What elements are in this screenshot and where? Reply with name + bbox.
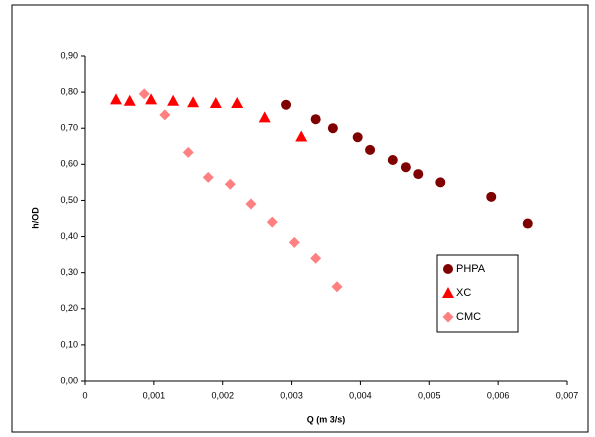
legend-marker <box>442 311 454 323</box>
marker <box>187 96 200 108</box>
marker <box>231 96 244 108</box>
x-tick-label: 0,007 <box>556 390 579 400</box>
y-tick-label: 0,50 <box>60 195 78 205</box>
y-tick-label: 0,80 <box>60 86 78 96</box>
legend-marker <box>442 287 454 298</box>
x-tick-label: 0,003 <box>280 390 303 400</box>
x-tick-label: 0,004 <box>349 390 372 400</box>
y-tick-label: 0,90 <box>60 50 78 60</box>
marker <box>352 132 363 143</box>
y-tick-label: 0,70 <box>60 123 78 133</box>
x-tick-label: 0,001 <box>143 390 166 400</box>
x-tick-label: 0,002 <box>211 390 234 400</box>
y-tick-label: 0,40 <box>60 231 78 241</box>
marker <box>288 236 300 248</box>
legend-marker <box>443 264 453 274</box>
marker <box>387 155 398 165</box>
y-tick-label: 0,10 <box>60 339 78 349</box>
legend-label: PHPA <box>456 263 486 275</box>
marker <box>310 252 322 264</box>
marker <box>413 169 424 180</box>
marker <box>167 94 180 106</box>
marker <box>109 93 122 105</box>
y-tick-label: 0,20 <box>60 303 78 313</box>
marker <box>400 162 411 173</box>
marker <box>295 130 308 142</box>
marker <box>202 171 214 183</box>
y-tick-label: 0,30 <box>60 267 78 277</box>
y-tick-label: 0,60 <box>60 159 78 169</box>
marker <box>138 88 150 100</box>
marker <box>266 216 278 228</box>
marker <box>365 144 376 155</box>
marker <box>182 146 194 158</box>
marker <box>258 111 271 123</box>
y-axis-title: h/OD <box>30 207 40 229</box>
marker <box>245 198 257 210</box>
marker <box>224 178 236 190</box>
marker <box>331 281 343 293</box>
marker <box>281 99 292 110</box>
x-axis-title: Q (m 3/s) <box>307 414 346 424</box>
marker <box>486 191 497 202</box>
marker <box>435 177 446 188</box>
legend-label: CMC <box>456 311 481 323</box>
chart-frame <box>11 4 589 433</box>
marker <box>327 123 338 134</box>
x-tick-label: 0,006 <box>487 390 510 400</box>
x-tick-label: 0 <box>82 390 87 400</box>
y-tick-label: 0,00 <box>60 375 78 385</box>
marker <box>522 218 533 229</box>
x-tick-label: 0,005 <box>418 390 441 400</box>
legend-label: XC <box>456 287 471 299</box>
marker <box>145 93 158 105</box>
marker <box>123 94 136 106</box>
marker <box>159 109 171 121</box>
marker <box>209 96 222 108</box>
marker <box>310 114 321 125</box>
